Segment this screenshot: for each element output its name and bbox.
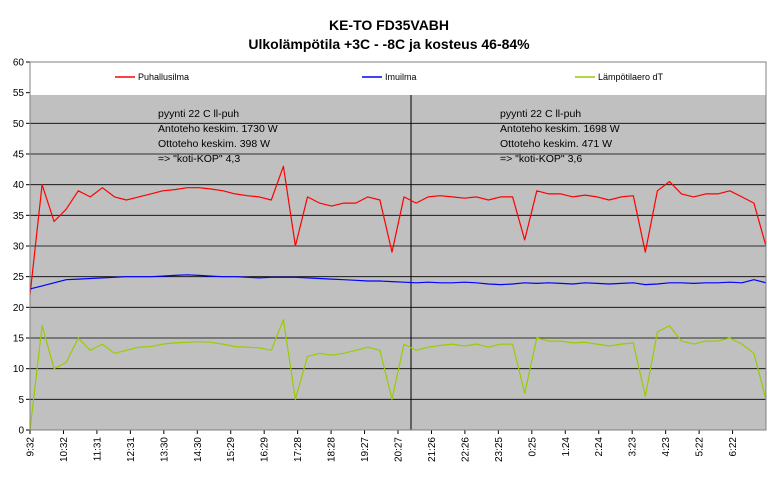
x-tick-label: 13:30 bbox=[159, 437, 170, 462]
y-tick-label: 50 bbox=[13, 119, 25, 130]
legend-area bbox=[30, 62, 766, 95]
annotation-left-line3: Ottoteho keskim. 398 W bbox=[158, 138, 270, 150]
y-tick-label: 25 bbox=[13, 272, 25, 283]
annotation-left-line2: Antoteho keskim. 1730 W bbox=[158, 123, 278, 135]
legend-label-lampotilaero: Lämpötilaero dT bbox=[598, 72, 664, 82]
y-tick-label: 40 bbox=[13, 180, 25, 191]
grid-lines bbox=[30, 122, 766, 400]
series-line-1 bbox=[29, 274, 767, 290]
annotation-right-line3: Ottoteho keskim. 471 W bbox=[500, 138, 612, 150]
plot-area bbox=[30, 95, 766, 430]
annotation-left-line4: => "koti-KOP" 4,3 bbox=[158, 153, 240, 165]
y-tick-label: 30 bbox=[13, 242, 25, 253]
x-tick-label: 3:23 bbox=[628, 437, 639, 457]
y-tick-label: 5 bbox=[18, 395, 24, 406]
x-tick-label: 6:22 bbox=[728, 437, 739, 457]
x-tick-label: 22:26 bbox=[460, 437, 471, 462]
y-tick-label: 55 bbox=[13, 88, 25, 99]
x-tick-label: 20:27 bbox=[394, 437, 405, 462]
x-tick-label: 18:28 bbox=[327, 437, 338, 462]
y-tick-label: 20 bbox=[13, 303, 25, 314]
annotation-right-line1: pyynti 22 C ll-puh bbox=[500, 108, 581, 120]
chart-frame bbox=[29, 61, 767, 431]
annotation-left: pyynti 22 C ll-puh Antoteho keskim. 1730… bbox=[158, 108, 278, 165]
y-tick-label: 10 bbox=[13, 364, 25, 375]
y-tick-label: 45 bbox=[13, 150, 25, 161]
x-tick-label: 2:24 bbox=[594, 437, 605, 457]
y-axis: 0 5 10 15 20 25 30 35 40 45 50 55 60 bbox=[13, 58, 30, 437]
y-tick-label: 60 bbox=[13, 58, 25, 69]
y-tick-label: 15 bbox=[13, 334, 25, 345]
x-tick-label: 15:29 bbox=[226, 437, 237, 462]
x-tick-label: 10:32 bbox=[59, 437, 70, 462]
chart-subtitle: Ulkolämpötila +3C - -8C ja kosteus 46-84… bbox=[248, 36, 530, 52]
annotation-right-line4: => "koti-KOP" 3,6 bbox=[500, 153, 582, 165]
x-tick-label: 1:24 bbox=[561, 437, 572, 457]
annotation-left-line1: pyynti 22 C ll-puh bbox=[158, 108, 239, 120]
legend-label-imuilma: Imuilma bbox=[385, 72, 417, 82]
x-tick-label: 5:22 bbox=[695, 437, 706, 457]
series-line-0 bbox=[29, 165, 767, 296]
legend: Puhallusilma Imuilma Lämpötilaero dT bbox=[115, 72, 664, 82]
x-tick-label: 14:30 bbox=[193, 437, 204, 462]
x-axis: 9:32 10:32 11:31 12:31 13:30 14:30 15:29 16:29 1… bbox=[26, 430, 739, 462]
x-tick-label: 17:28 bbox=[293, 437, 304, 462]
series-group bbox=[29, 165, 767, 431]
x-tick-label: 23:25 bbox=[494, 437, 505, 462]
chart-title: KE-TO FD35VABH bbox=[329, 17, 449, 33]
y-tick-label: 0 bbox=[18, 426, 24, 437]
x-tick-label: 4:23 bbox=[661, 437, 672, 457]
legend-label-puhallusilma: Puhallusilma bbox=[138, 72, 189, 82]
annotation-right-line2: Antoteho keskim. 1698 W bbox=[500, 123, 620, 135]
y-tick-label: 35 bbox=[13, 211, 25, 222]
x-tick-label: 16:29 bbox=[260, 437, 271, 462]
x-tick-label: 21:26 bbox=[427, 437, 438, 462]
x-tick-label: 12:31 bbox=[126, 437, 137, 462]
x-tick-label: 19:27 bbox=[360, 437, 371, 462]
annotation-right: pyynti 22 C ll-puh Antoteho keskim. 1698… bbox=[500, 108, 620, 165]
x-tick-label: 0:25 bbox=[527, 437, 538, 457]
x-tick-label: 9:32 bbox=[26, 437, 37, 457]
x-tick-label: 11:31 bbox=[92, 437, 103, 462]
series-line-2 bbox=[29, 319, 767, 431]
